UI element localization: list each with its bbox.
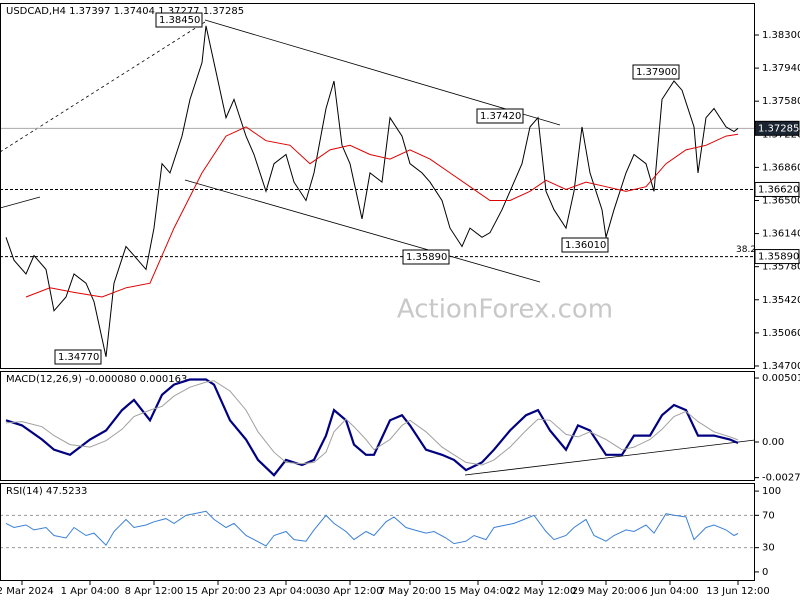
x-tick-label: 15 Apr 20:00 (185, 586, 250, 597)
panel-title: MACD(12,26,9) -0.000080 0.000163 (6, 374, 187, 385)
panel-frame (0, 3, 755, 369)
y-tick-label: 1.35060 (762, 328, 800, 339)
x-tick-label: 1 Apr 04:00 (61, 586, 120, 597)
panel-frame (0, 371, 755, 481)
annotation: 1.34770 (58, 352, 99, 363)
panel-frame (0, 483, 755, 581)
series-line (5, 378, 739, 477)
x-tick-label: 30 Apr 12:00 (317, 586, 382, 597)
y-tick-label: -0.002795 (762, 473, 800, 484)
y-tick-label: 0.00 (762, 437, 784, 448)
x-tick-label: 22 May 12:00 (508, 586, 577, 597)
x-tick-label: 6 Jun 04:00 (641, 586, 698, 597)
y-tick-label: 1.37940 (762, 63, 800, 74)
y-tick-label: 1.37580 (762, 96, 800, 107)
fib-label: 38.2 (736, 245, 756, 255)
x-tick-label: 23 Apr 04:00 (253, 586, 318, 597)
series-line (5, 510, 739, 547)
series-line (5, 380, 739, 466)
price-tag-label: 1.36620 (758, 184, 799, 195)
annotation: 1.38450 (159, 15, 200, 26)
y-tick-label: 1.35420 (762, 295, 800, 306)
x-tick-label: 15 May 04:00 (444, 586, 513, 597)
panel-title: RSI(14) 47.5233 (6, 486, 87, 497)
y-tick-label: 1.36140 (762, 229, 800, 240)
annotation-box (476, 108, 524, 124)
trend-line (0, 196, 41, 209)
annotation-box (402, 249, 450, 265)
y-tick-label: 1.36500 (762, 195, 800, 206)
x-tick-label: 13 Jun 12:00 (706, 586, 770, 597)
channel-lower (184, 179, 541, 283)
annotation: 1.36010 (565, 240, 606, 251)
trend-line (0, 21, 206, 153)
panel-title: USDCAD,H4 1.37397 1.37404 1.37277 1.3728… (6, 6, 244, 17)
y-tick-label: 1.38300 (762, 30, 800, 41)
x-tick-label: 7 May 20:00 (379, 586, 441, 597)
plot-layer: USDCAD,H4 1.37397 1.37404 1.37277 1.3728… (0, 6, 800, 597)
series-line (5, 25, 739, 357)
annotation: 1.35890 (406, 252, 447, 263)
series-line (25, 126, 739, 298)
channel-upper (204, 19, 561, 126)
annotation-box (155, 12, 203, 28)
watermark: ActionForex.com (397, 295, 613, 325)
y-tick-label: 30 (762, 543, 775, 554)
annotation-box (54, 349, 102, 365)
y-tick-label: 0 (762, 567, 768, 578)
drawings (0, 19, 756, 476)
y-tick-label: 0.005018 (762, 373, 800, 384)
y-tick-label: 1.34700 (762, 361, 800, 372)
annotation: 1.37900 (636, 67, 677, 78)
y-tick-label: 1.36860 (762, 162, 800, 173)
price-tag-label: 1.37285 (758, 123, 799, 134)
y-tick-label: 1.35780 (762, 262, 800, 273)
annotation-box (561, 237, 609, 253)
annotation: 1.37420 (480, 111, 521, 122)
x-tick-label: 29 May 20:00 (572, 586, 641, 597)
price-tag-label: 1.35890 (758, 252, 799, 263)
y-tick-label: 70 (762, 510, 775, 521)
y-tick-label: 100 (762, 486, 781, 497)
x-tick-label: 8 Apr 12:00 (125, 586, 184, 597)
macd-trend-line (464, 439, 756, 476)
annotation-box (632, 64, 680, 80)
x-tick-label: 22 Mar 2024 (0, 586, 54, 597)
